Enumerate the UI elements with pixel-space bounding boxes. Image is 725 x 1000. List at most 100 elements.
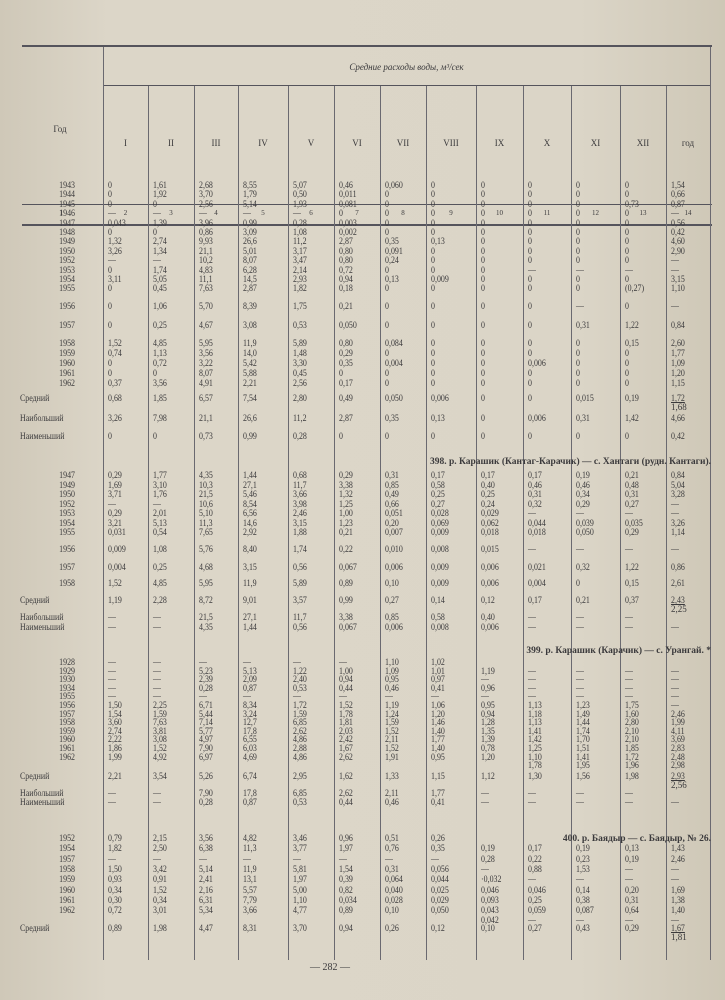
table-cell: 0,84 — [671, 320, 685, 330]
table-cell: 8,54 — [243, 498, 257, 509]
table-cell: 0,48 — [625, 479, 639, 490]
table-cell: 0 — [625, 180, 629, 190]
table-cell: 0 — [576, 217, 580, 228]
table-cell: 5,34 — [199, 905, 213, 916]
stat-cell: — — [576, 788, 584, 798]
column-divider — [334, 86, 335, 960]
table-cell: 0,004 — [528, 578, 546, 588]
table-cell: 0 — [385, 378, 389, 388]
table-cell: 3,96 — [199, 217, 213, 228]
table-cell: 2,15 — [153, 833, 167, 843]
table-cell: 0,56 — [293, 562, 307, 572]
table-cell: 0,19 — [481, 843, 495, 854]
table-cell: 0 — [385, 227, 389, 237]
stat-cell: 2,80 — [293, 393, 307, 403]
table-cell: 0,28 — [481, 853, 495, 864]
table-cell: 1,72 — [293, 700, 307, 710]
table-cell: 1,10 — [385, 657, 399, 667]
table-cell: — — [431, 853, 439, 864]
table-cell: 0,067 — [339, 562, 357, 572]
column-number: 6 — [309, 209, 313, 217]
stat-cell: 0,49 — [339, 393, 353, 403]
table-cell: 0,46 — [528, 479, 542, 490]
table-cell: 6,85 — [293, 717, 307, 728]
table-cell: 0,38 — [576, 894, 590, 905]
row-year: 1960 — [59, 358, 75, 368]
table-cell: 6,03 — [243, 743, 257, 753]
table-cell: 0,35 — [431, 843, 445, 854]
table-cell: — — [243, 691, 251, 702]
stat-cell: 0,13 — [431, 413, 445, 423]
row-year: 1954 — [59, 843, 75, 854]
table-cell: 0,82 — [339, 884, 353, 895]
table-cell: 5,14 — [199, 863, 213, 874]
column-number: 9 — [449, 209, 453, 217]
table-cell: 6,55 — [243, 734, 257, 745]
table-cell: — — [108, 208, 116, 219]
table-cell: 2,14 — [293, 264, 307, 275]
table-cell: 0 — [528, 227, 532, 237]
table-cell: — — [385, 853, 393, 864]
table-cell: 1,97 — [339, 843, 353, 854]
stat-cell: 21,1 — [199, 413, 213, 423]
row-year: 1953 — [59, 508, 75, 518]
row-year: 1962 — [59, 905, 75, 916]
stat-cell: — — [576, 622, 584, 632]
table-cell: 5,13 — [153, 517, 167, 528]
table-cell: 1,40 — [431, 725, 445, 736]
table-cell: 0,96 — [481, 682, 495, 693]
row-year: 1946 — [59, 208, 75, 219]
stat-cell: 4,47 — [199, 923, 213, 933]
month-column-header: год — [681, 138, 695, 148]
table-cell: 0,009 — [431, 562, 449, 572]
stat-cell: 17,8 — [243, 788, 257, 798]
table-cell: 2,25 — [153, 700, 167, 710]
table-cell: 1,59 — [385, 717, 399, 728]
table-cell: 11,7 — [293, 479, 307, 490]
table-cell: 0,46 — [339, 180, 353, 190]
table-cell: 5,14 — [243, 198, 257, 209]
table-cell: 2,48 — [671, 751, 685, 762]
row-year: 1961 — [59, 368, 75, 378]
table-cell: 0,13 — [385, 274, 399, 284]
table-cell: 1,13 — [528, 717, 542, 728]
stat-cell: — — [108, 612, 116, 622]
table-cell: 0 — [528, 274, 532, 284]
row-year: 1949 — [59, 479, 75, 490]
table-cell: 0 — [481, 368, 485, 378]
stat-cell: 1,98 — [153, 923, 167, 933]
column-number: 13 — [639, 209, 647, 217]
stat-cell: 0,58 — [431, 612, 445, 622]
stat-cell: 1,85 — [153, 393, 167, 403]
table-cell: 0 — [481, 378, 485, 388]
table-cell: 0 — [576, 358, 580, 368]
table-cell: 0 — [625, 208, 629, 219]
table-cell: 0,45 — [153, 283, 167, 294]
table-cell: — — [576, 682, 584, 693]
table-cell: 11,2 — [293, 236, 307, 247]
table-cell: 0 — [108, 180, 112, 190]
table-cell: 1,48 — [293, 348, 307, 358]
table-cell: — — [528, 544, 536, 554]
table-cell: 0,008 — [431, 544, 449, 554]
table-cell: 1,13 — [153, 348, 167, 358]
stat-cell: 0 — [481, 431, 485, 441]
table-cell: — — [671, 301, 679, 311]
table-cell: 1,00 — [339, 665, 353, 676]
table-cell: 5,23 — [199, 665, 213, 676]
table-cell: 3,77 — [293, 843, 307, 854]
stat-cell: 2,11 — [385, 788, 399, 798]
table-cell: 3,56 — [199, 833, 213, 843]
row-year: 1956 — [59, 700, 75, 710]
table-cell: 0,51 — [385, 833, 399, 843]
table-cell: 1,52 — [153, 884, 167, 895]
stat-cell: 1,67 — [671, 923, 685, 933]
table-cell: 0,31 — [528, 489, 542, 499]
stat-cell: 0 — [385, 431, 389, 441]
table-cell: 0,035 — [625, 517, 643, 528]
stat-cell: 1,12 — [481, 771, 495, 781]
table-cell: 0,53 — [293, 682, 307, 693]
table-cell: 2,16 — [199, 884, 213, 895]
table-cell: — — [671, 674, 679, 685]
stat-cell: 9,01 — [243, 595, 257, 605]
